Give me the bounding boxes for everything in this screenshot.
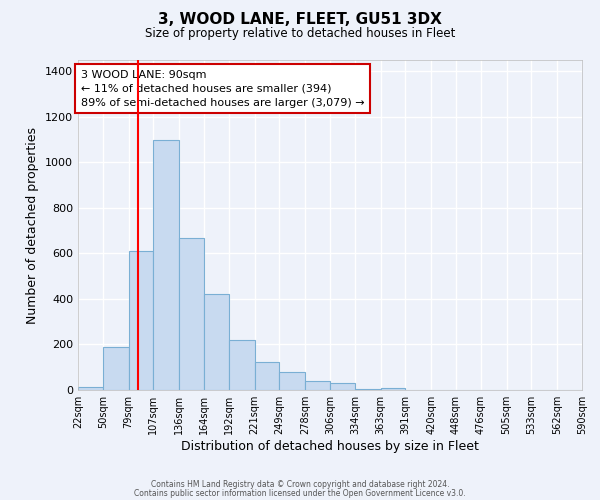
Bar — [103, 347, 128, 390]
Bar — [204, 294, 229, 390]
Bar — [380, 388, 406, 390]
Bar — [254, 362, 280, 390]
Bar — [229, 340, 254, 390]
Bar — [128, 251, 154, 390]
Bar — [179, 238, 204, 390]
Text: Size of property relative to detached houses in Fleet: Size of property relative to detached ho… — [145, 28, 455, 40]
Text: 3 WOOD LANE: 90sqm
← 11% of detached houses are smaller (394)
89% of semi-detach: 3 WOOD LANE: 90sqm ← 11% of detached hou… — [80, 70, 364, 108]
Bar — [154, 140, 179, 390]
Text: 3, WOOD LANE, FLEET, GU51 3DX: 3, WOOD LANE, FLEET, GU51 3DX — [158, 12, 442, 28]
Y-axis label: Number of detached properties: Number of detached properties — [26, 126, 40, 324]
Bar — [330, 383, 355, 390]
Bar — [355, 389, 380, 390]
Bar — [305, 381, 330, 390]
Text: Contains HM Land Registry data © Crown copyright and database right 2024.: Contains HM Land Registry data © Crown c… — [151, 480, 449, 489]
Bar — [78, 386, 103, 390]
Bar — [280, 372, 305, 390]
X-axis label: Distribution of detached houses by size in Fleet: Distribution of detached houses by size … — [181, 440, 479, 453]
Text: Contains public sector information licensed under the Open Government Licence v3: Contains public sector information licen… — [134, 488, 466, 498]
